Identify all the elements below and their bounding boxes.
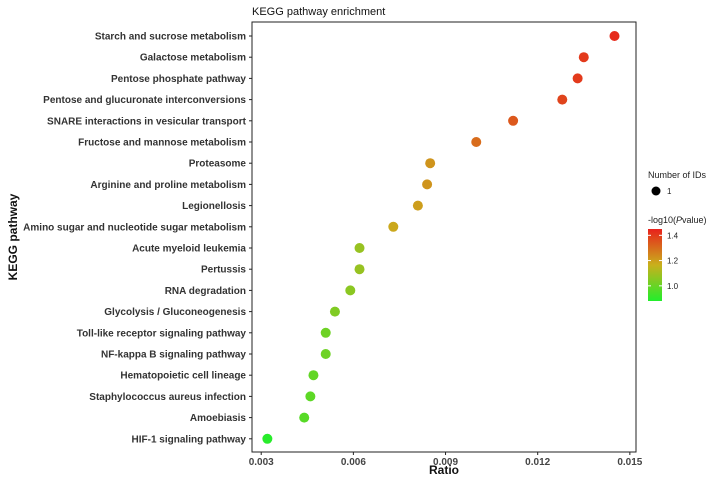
category-label: Galactose metabolism [140, 53, 246, 64]
data-point [320, 327, 331, 338]
chart-title: KEGG pathway enrichment [252, 6, 385, 18]
size-legend-value: 1 [667, 187, 672, 196]
x-axis-ticks: 0.003 0.006 0.009 0.012 0.015 [249, 452, 643, 468]
data-point [422, 179, 433, 190]
x-tick-label: 0.006 [341, 457, 366, 468]
data-point [308, 370, 319, 381]
category-label: Staphylococcus aureus infection [89, 392, 246, 403]
data-point [471, 137, 482, 147]
data-point [425, 158, 436, 169]
data-point [578, 52, 589, 63]
x-tick-label: 0.003 [249, 457, 274, 468]
color-legend-tick-label: 1.0 [667, 282, 679, 291]
data-point [354, 243, 365, 253]
size-legend-title: Number of IDs [648, 170, 707, 180]
category-label: NF-kappa B signaling pathway [101, 350, 246, 361]
category-label: Fructose and mannose metabolism [78, 138, 246, 149]
data-point [508, 115, 519, 126]
category-label: Proteasome [189, 159, 247, 170]
data-point [320, 349, 331, 359]
category-label: Pentose phosphate pathway [111, 74, 246, 85]
x-tick-label: 0.012 [525, 457, 550, 468]
x-tick-label: 0.015 [617, 457, 642, 468]
data-point [329, 306, 340, 317]
category-label: Pentose and glucuronate interconversions [43, 95, 246, 106]
category-label: HIF-1 signaling pathway [132, 434, 247, 445]
x-axis-title: Ratio [429, 463, 459, 477]
color-legend-ticks: 1.4 1.2 1.0 [648, 231, 679, 291]
category-label: RNA degradation [165, 286, 246, 297]
category-label: Starch and sucrose metabolism [95, 32, 246, 43]
category-label: Amino sugar and nucleotide sugar metabol… [23, 222, 246, 233]
data-point [412, 200, 423, 211]
category-label: Acute myeloid leukemia [132, 244, 246, 255]
x-tick-label: 0.009 [433, 457, 458, 468]
category-label: Amoebiasis [190, 413, 247, 424]
data-point [557, 94, 568, 105]
data-points [262, 31, 620, 444]
color-legend-gradient [648, 229, 662, 301]
data-point [305, 391, 316, 402]
data-point [345, 285, 356, 296]
data-point [299, 412, 310, 423]
category-label: Glycolysis / Gluconeogenesis [104, 307, 246, 318]
data-point [572, 73, 583, 84]
y-tick-marks [249, 35, 252, 440]
color-legend: -log10(Pvalue) 1.4 1.2 1.0 [648, 215, 707, 301]
color-legend-tick-label: 1.2 [667, 257, 679, 266]
y-axis-title: KEGG pathway [6, 193, 20, 280]
size-legend: Number of IDs 1 [648, 170, 707, 196]
category-label: SNARE interactions in vesicular transpor… [47, 116, 247, 127]
category-label: Hematopoietic cell lineage [120, 371, 246, 382]
color-legend-title: -log10(Pvalue) [648, 215, 707, 225]
data-point [388, 221, 399, 232]
color-legend-tick-label: 1.4 [667, 231, 679, 240]
category-label: Toll-like receptor signaling pathway [77, 328, 247, 339]
y-category-labels: Starch and sucrose metabolism Galactose m… [23, 32, 246, 446]
category-label: Legionellosis [182, 201, 246, 212]
size-legend-dot [651, 186, 661, 196]
category-label: Pertussis [201, 265, 246, 276]
data-point [609, 31, 620, 41]
data-point [262, 433, 273, 444]
plot-panel [251, 21, 637, 453]
data-point [354, 264, 365, 275]
category-label: Arginine and proline metabolism [90, 180, 246, 191]
